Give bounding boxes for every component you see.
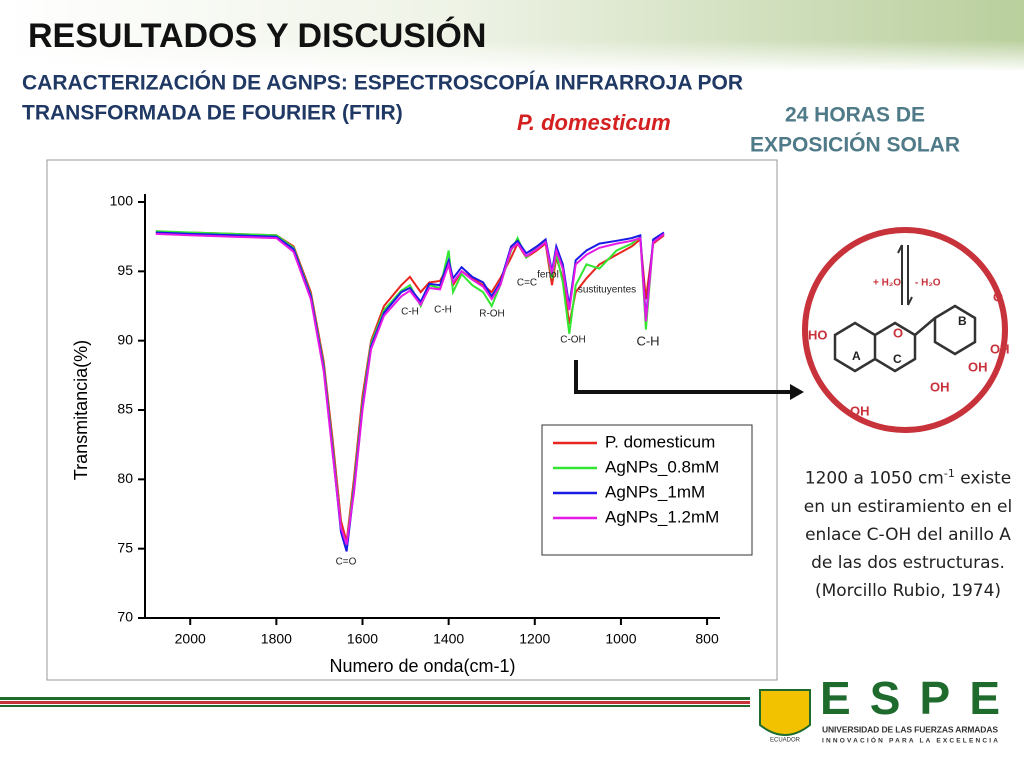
footer-stripe [0,697,750,700]
x-tick-label: 1600 [347,631,378,647]
plot: 70 75 80 85 90 95 100 2000 1800 1600 1400 1200 1000 8… [71,193,720,676]
annotation: C-H [636,333,659,348]
legend-entries: P. domesticum AgNPs_0.8mM AgNPs_1mM AgNPs_1… [553,432,719,526]
mol-label: OH [990,341,1010,356]
mol-label: B [958,314,967,328]
motto: INNOVACIÓN PARA LA EXCELENCIA [822,736,998,745]
legend-label: AgNPs_1mM [605,482,705,501]
side-note: 1200 a 1050 cm-1 existe en un estiramien… [796,460,1020,605]
footer-stripe [0,705,750,707]
x-tick-label: 1400 [433,631,464,647]
chart-frame [46,159,778,681]
equilibrium-arrows [897,244,913,306]
annotation: R-OH [479,309,505,320]
annotation: C-OH [560,335,586,346]
subtitle: CARACTERIZACIÓN DE AGNPS: ESPECTROSCOPÍA… [22,71,743,95]
header-fade [0,40,1024,72]
x-tick-label: 1800 [261,631,292,647]
x-axis-label: Numero de onda(cm-1) [329,656,515,676]
x-tick-label: 2000 [175,631,206,647]
y-tick-label: 85 [117,401,133,417]
legend-label: AgNPs_1.2mM [605,507,719,526]
note-text: existe en un estiramiento en el enlace C… [803,468,1013,601]
x-tick-label: 1200 [519,631,550,647]
rings [833,304,977,373]
annotation: C-H [434,305,452,316]
y-tick-label: 80 [117,470,133,486]
series-line [155,232,665,545]
exposure: 24 HORAS DE [785,104,925,127]
note-range: 1200 a 1050 cm [804,468,944,489]
y-tick-label: 90 [117,331,133,347]
exposure: EXPOSICIÓN SOLAR [750,133,960,157]
subtitle: TRANSFORMADA DE FOURIER (FTIR) [22,102,403,125]
arrow [574,360,790,394]
mol-label: O [893,325,903,340]
annotation: C=O [336,557,357,568]
crest-label: ECUADOR [770,738,801,744]
annotation: C-H [401,307,419,318]
title: RESULTADOS Y DISCUSIÓN [28,17,486,55]
mol-label: C [893,352,902,366]
mol-label: OH [850,403,870,418]
mol-label: OH [930,379,950,394]
legend-label: AgNPs_0.8mM [605,457,719,476]
molecule: + H₂O - H₂O HO O O OH OH OH OH A B C [802,227,1010,433]
footer-stripe [0,701,750,704]
x-tick-label: 800 [695,631,719,647]
university: UNIVERSIDAD DE LAS FUERZAS ARMADAS [822,724,998,734]
crest [759,689,811,736]
species: P. domesticum [517,110,671,135]
y-tick-label: 95 [117,262,133,278]
annotation: sustituyentes [578,285,636,296]
mol-label: A [852,349,861,363]
mol-label: - H₂O [915,278,941,289]
annotation: fenol [537,270,559,281]
mol-label: HO [808,327,828,342]
mol-label: + H₂O [873,278,901,289]
x-tick-label: 1000 [605,631,636,647]
mol-label: OH [968,359,988,374]
note-exponent: -1 [943,467,955,480]
y-tick-label: 70 [117,609,133,625]
legend-label: P. domesticum [605,432,715,451]
y-tick-label: 100 [110,193,134,209]
y-axis-label: Transmitancia(%) [71,340,91,480]
y-tick-label: 75 [117,539,133,555]
arrow-head [790,384,804,400]
annotation: C=C [517,278,537,289]
mol-label: O [993,289,1003,304]
legend [541,424,753,556]
logo: ESPE [820,672,1000,724]
